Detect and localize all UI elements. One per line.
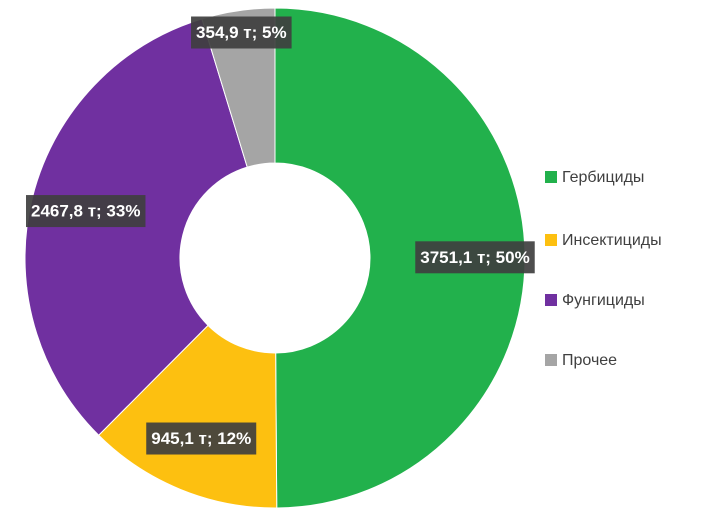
donut-slice (97, 324, 278, 509)
data-label: 354,9 т; 5% (196, 23, 287, 42)
data-label-box (146, 422, 257, 455)
donut-slice (274, 7, 526, 509)
legend-swatch (545, 354, 557, 366)
data-label: 2467,8 т; 33% (31, 202, 140, 221)
data-label-box (25, 195, 146, 228)
data-label: 945,1 т; 12% (151, 429, 251, 448)
data-label: 3751,1 т; 50% (420, 248, 529, 267)
donut-slice (24, 18, 248, 436)
legend-label: Прочее (562, 352, 617, 369)
legend-label: Гербициды (562, 169, 644, 186)
legend-swatch (545, 171, 557, 183)
data-label-box (191, 16, 292, 49)
legend-swatch (545, 234, 557, 246)
legend-label: Инсектициды (562, 232, 662, 249)
legend-label: Фунгициды (562, 292, 645, 309)
data-label-box (415, 241, 535, 274)
legend-swatch (545, 294, 557, 306)
